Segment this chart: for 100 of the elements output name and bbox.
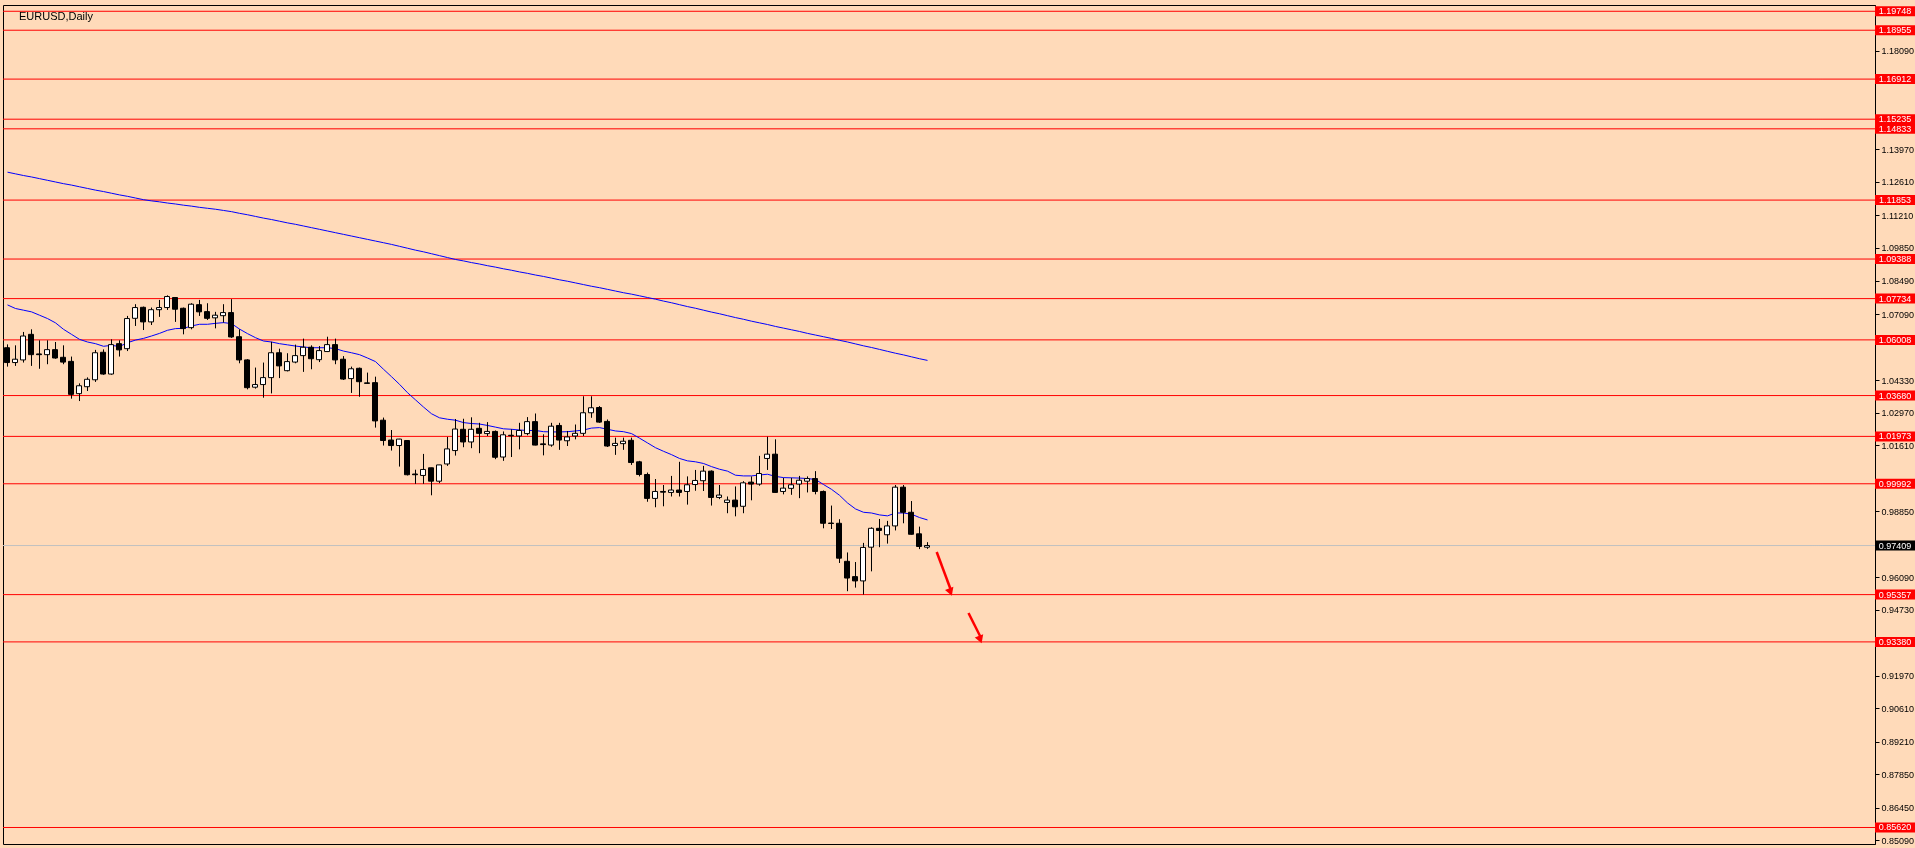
candlestick [684, 475, 690, 506]
candlestick [12, 344, 18, 367]
candlestick [396, 438, 402, 468]
ref-line-label: 1.14833 [1878, 123, 1912, 134]
candlestick [756, 455, 762, 487]
candlestick [516, 422, 522, 450]
candlestick [468, 416, 474, 449]
ref-line-label: 1.06008 [1878, 334, 1912, 345]
y-tick-label: 0.85090 [1881, 835, 1915, 846]
ref-line-label: 0.99992 [1878, 478, 1912, 489]
y-tick-label: 0.89210 [1881, 737, 1915, 748]
candlestick [540, 433, 546, 456]
ref-line-label: 1.18955 [1878, 25, 1912, 36]
ref-line-label: 0.97409 [1878, 540, 1912, 551]
candlestick [748, 475, 754, 501]
candlestick [60, 344, 66, 365]
candlestick [764, 436, 770, 471]
candlestick [348, 366, 354, 394]
y-tick-label: 0.94730 [1881, 605, 1915, 616]
ref-line-label: 0.95357 [1878, 589, 1912, 600]
candlestick [532, 413, 538, 446]
candlestick [812, 470, 818, 495]
y-tick-label: 1.07090 [1881, 309, 1915, 320]
ref-line-label: 1.01973 [1878, 431, 1912, 442]
ref-line-label: 1.03680 [1878, 390, 1912, 401]
ref-line-label: 1.19748 [1878, 6, 1912, 17]
candlestick [20, 331, 26, 364]
candlestick [132, 303, 138, 327]
y-tick-label: 1.11210 [1881, 210, 1914, 221]
ref-line-label: 1.11853 [1879, 195, 1911, 206]
candlestick [652, 478, 658, 508]
candlestick [428, 467, 434, 496]
ref-line-label: 1.15235 [1878, 114, 1912, 125]
candlestick [476, 422, 482, 454]
candlestick [884, 520, 890, 545]
candlestick [580, 395, 586, 437]
candlestick [692, 469, 698, 492]
ref-line-label: 1.09388 [1878, 254, 1912, 265]
candlestick [172, 296, 178, 323]
candlestick [236, 328, 242, 364]
candlestick [332, 338, 338, 365]
ref-line-label: 1.16912 [1878, 74, 1912, 85]
candlestick [380, 417, 386, 447]
candlestick [436, 464, 442, 484]
y-tick-label: 1.02970 [1881, 408, 1915, 419]
candlestick [460, 418, 466, 448]
y-tick-label: 1.08490 [1881, 276, 1915, 287]
candlestick [260, 362, 266, 399]
y-tick-label: 0.86450 [1881, 803, 1915, 814]
candlestick [444, 436, 450, 467]
candlestick [308, 344, 314, 370]
candlestick [548, 422, 554, 448]
y-tick-label: 0.96090 [1881, 572, 1915, 583]
y-tick-label: 1.18090 [1881, 46, 1915, 57]
y-tick-label: 0.98850 [1881, 506, 1915, 517]
candlestick [220, 303, 226, 324]
y-tick-label: 1.04330 [1881, 375, 1915, 386]
candlestick [876, 518, 882, 548]
candlestick [100, 348, 106, 376]
candlestick [828, 505, 834, 530]
candlestick [732, 485, 738, 517]
y-tick-label: 0.87850 [1881, 769, 1915, 780]
ref-line-label: 0.85620 [1878, 822, 1912, 833]
candlestick [28, 328, 34, 367]
y-tick-label: 0.90610 [1881, 703, 1915, 714]
ref-line-label: 0.93380 [1878, 636, 1912, 647]
candlestick [644, 472, 650, 503]
candlestick [452, 418, 458, 457]
chart-title: EURUSD,Daily [19, 9, 94, 22]
candlestick [252, 367, 258, 390]
candlestick [188, 302, 194, 330]
y-tick-label: 1.13970 [1881, 144, 1915, 155]
candlestick [676, 461, 682, 497]
candlestick [740, 480, 746, 514]
candlestick [700, 465, 706, 492]
candlestick [668, 475, 674, 497]
y-tick-label: 1.12610 [1881, 177, 1915, 188]
candlestick [36, 339, 42, 370]
candlestick [276, 348, 282, 379]
candlestick [500, 430, 506, 462]
candlestick [660, 484, 666, 507]
candlestick [524, 416, 530, 436]
candlestick [588, 395, 594, 419]
candlestick [628, 437, 634, 466]
candlestick [388, 429, 394, 452]
ref-line-label: 1.07734 [1878, 293, 1912, 304]
candlestick [908, 500, 914, 536]
candlestick [844, 551, 850, 592]
candlestick [868, 526, 874, 572]
candlestick [44, 339, 50, 365]
y-tick-label: 1.09850 [1881, 243, 1915, 254]
y-tick-label: 0.91970 [1881, 671, 1915, 682]
candlestick [180, 307, 186, 335]
candlestick [916, 526, 922, 550]
candlestick [420, 453, 426, 485]
candlestick [796, 475, 802, 499]
candlestick [356, 367, 362, 398]
candlestick [300, 338, 306, 373]
candlestick [852, 561, 858, 589]
line-series [7, 171, 928, 361]
